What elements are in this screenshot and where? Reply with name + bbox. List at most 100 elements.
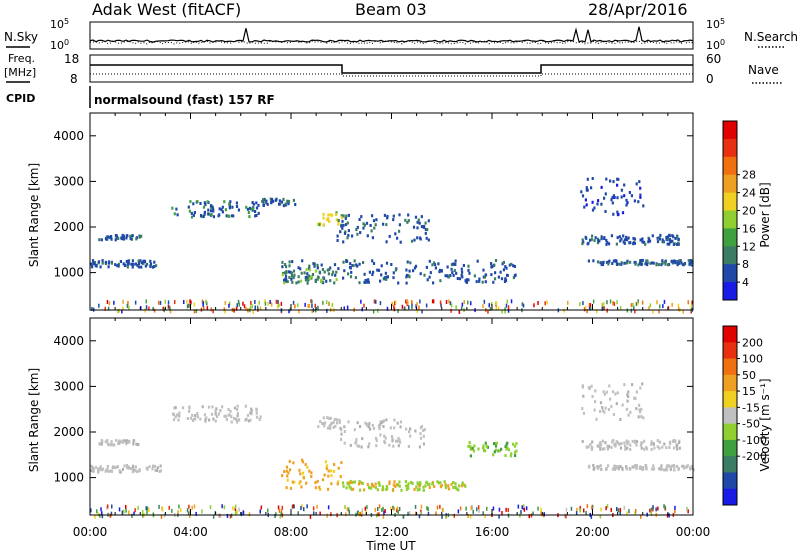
colorbar-tick-label: -15 <box>742 401 760 414</box>
echo-cell <box>282 204 285 208</box>
echo-cell <box>320 263 323 267</box>
echo-cell <box>384 271 387 275</box>
echo-cell <box>337 218 340 222</box>
echo-cell <box>420 425 423 428</box>
ground-scatter-cell <box>212 309 214 314</box>
ground-scatter-cell <box>280 511 282 516</box>
echo-cell <box>128 440 131 444</box>
echo-cell <box>610 445 613 449</box>
echo-cell <box>473 274 476 278</box>
echo-cell <box>118 469 121 473</box>
ground-scatter-cell <box>649 508 651 513</box>
echo-cell <box>440 484 443 487</box>
ground-scatter-cell <box>403 306 406 311</box>
echo-cell <box>327 469 330 473</box>
echo-cell <box>379 279 382 283</box>
echo-cell <box>412 225 416 229</box>
echo-cell <box>224 208 227 212</box>
echo-cell <box>635 182 638 186</box>
echo-cell <box>408 269 411 273</box>
echo-cell <box>677 241 680 245</box>
echo-cell <box>626 442 629 446</box>
echo-cell <box>318 270 321 274</box>
echo-cell <box>584 198 587 202</box>
echo-cell <box>97 470 100 474</box>
echo-cell <box>645 446 648 449</box>
echo-cell <box>467 268 470 272</box>
echo-cell <box>413 266 417 270</box>
echo-cell <box>418 221 421 225</box>
echo-cell <box>457 488 460 492</box>
echo-cell <box>378 424 381 428</box>
echo-cell <box>637 415 640 419</box>
ground-scatter-cell <box>311 299 313 304</box>
echo-cell <box>217 412 220 416</box>
echo-cell <box>634 262 637 266</box>
echo-cell <box>639 195 642 199</box>
echo-cell <box>327 487 330 491</box>
echo-cell <box>328 219 331 223</box>
echo-cell <box>591 440 594 444</box>
echo-cell <box>477 447 480 451</box>
echo-cell <box>637 200 640 204</box>
echo-cell <box>292 276 295 280</box>
freq-label-line1: Freq. <box>8 52 35 65</box>
ground-scatter-cell <box>517 504 520 509</box>
echo-cell <box>332 425 335 429</box>
echo-cell <box>676 447 679 451</box>
echo-cell <box>604 210 607 213</box>
echo-cell <box>318 223 321 227</box>
ground-scatter-cell <box>267 508 269 513</box>
echo-cell <box>357 482 361 486</box>
ground-scatter-cell <box>158 300 160 305</box>
echo-cell <box>282 197 285 201</box>
echo-cell <box>145 466 148 470</box>
echo-cell <box>203 201 206 205</box>
echo-cell <box>125 464 128 467</box>
echo-cell <box>635 443 638 447</box>
echo-cell <box>232 214 235 218</box>
echo-cell <box>285 486 288 490</box>
echo-cell <box>632 242 635 246</box>
echo-cell <box>581 384 584 388</box>
ground-scatter-cell <box>374 507 377 512</box>
echo-cell <box>303 271 306 275</box>
ground-scatter-cell <box>372 309 375 314</box>
ground-scatter-cell <box>616 300 618 305</box>
echo-cell <box>605 238 608 242</box>
echo-cell <box>278 199 281 203</box>
ground-scatter-cell <box>270 302 273 307</box>
ground-scatter-cell <box>630 303 633 308</box>
echo-cell <box>614 259 617 263</box>
echo-cell <box>677 467 680 471</box>
echo-cell <box>640 259 643 262</box>
echo-cell <box>597 239 600 243</box>
ground-scatter-cell <box>394 301 396 306</box>
echo-cell <box>365 422 368 426</box>
echo-cell <box>587 445 590 449</box>
echo-cell <box>326 426 330 430</box>
ground-scatter-cell <box>317 305 319 310</box>
ground-scatter-cell <box>361 307 363 312</box>
echo-cell <box>458 277 461 281</box>
echo-cell <box>125 236 128 240</box>
echo-cell <box>616 440 619 444</box>
echo-cell <box>420 215 423 219</box>
ground-scatter-cell <box>677 303 680 308</box>
echo-cell <box>388 480 391 484</box>
echo-cell <box>646 260 649 263</box>
ground-scatter-cell <box>142 513 144 518</box>
echo-cell <box>613 443 616 447</box>
echo-cell <box>146 262 149 266</box>
ground-scatter-cell <box>301 504 303 509</box>
echo-cell <box>447 484 450 488</box>
echo-cell <box>613 195 616 199</box>
echo-cell <box>615 242 618 246</box>
echo-cell <box>229 409 232 413</box>
ground-scatter-cell <box>190 300 192 305</box>
colorbar-segment <box>723 342 737 360</box>
echo-cell <box>399 425 402 429</box>
colorbar-segment <box>723 246 737 265</box>
y-tick-label: 1000 <box>53 266 84 280</box>
colorbar-tick-label: 24 <box>742 187 756 200</box>
